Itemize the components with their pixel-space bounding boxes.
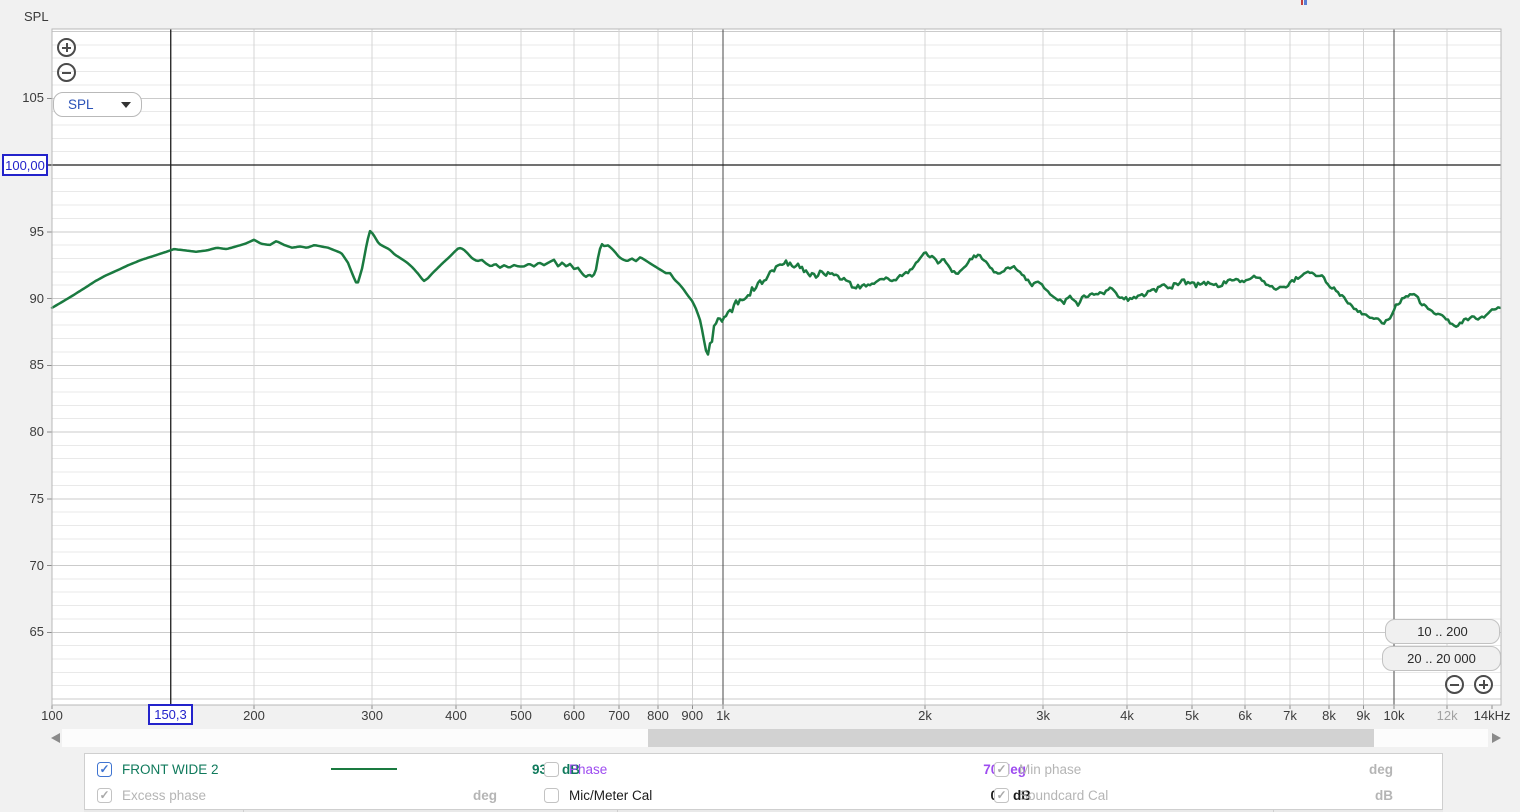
x-tick-label: 7k [1283, 708, 1297, 723]
x-tick-label: 800 [647, 708, 669, 723]
spl-trace-front-wide-2 [50, 229, 1502, 356]
min-phase-checkbox[interactable] [994, 761, 1009, 777]
x-tick-label: 400 [445, 708, 467, 723]
min-phase-label: Min phase [1019, 761, 1082, 777]
y-tick-label: 95 [29, 223, 44, 239]
series-name-label: FRONT WIDE 2 [122, 761, 219, 777]
x-tick-label: 8k [1322, 708, 1336, 723]
x-tick-label: 10k [1383, 708, 1405, 723]
excess-phase-checkbox[interactable] [97, 787, 112, 803]
horizontal-scrollbar[interactable] [62, 729, 1488, 747]
graph-type-dropdown[interactable]: SPL [53, 92, 142, 117]
plot-background [52, 29, 1501, 705]
x-tick-label: 9k [1356, 708, 1371, 723]
zoom-in-button[interactable] [57, 38, 76, 57]
phase-label: Phase [569, 761, 608, 777]
soundcard-cal-label: Soundcard Cal [1019, 787, 1109, 803]
excess-phase-label: Excess phase [122, 787, 207, 803]
x-tick-label: 4k [1120, 708, 1134, 723]
x-tick-label: 200 [243, 708, 265, 723]
zoom-out-button-bottom[interactable] [1445, 675, 1464, 694]
graph-type-value: SPL [68, 97, 94, 112]
y-tick-label: 85 [29, 357, 44, 373]
zoom-in-button-bottom[interactable] [1474, 675, 1493, 694]
minus-icon [1450, 683, 1459, 686]
x-tick-label: 6k [1238, 708, 1252, 723]
plot-border [51, 28, 1502, 706]
x-tick-label: 3k [1036, 708, 1051, 723]
excess-phase-unit: deg [472, 787, 497, 803]
soundcard-cal-checkbox[interactable] [994, 787, 1009, 803]
phase-checkbox[interactable] [544, 761, 559, 777]
range-20-20000-button[interactable]: 20 .. 20 000 [1382, 646, 1501, 671]
y-tick-label: 75 [29, 490, 44, 506]
y-axis-title: SPL [24, 9, 49, 24]
x-tick-label: 12k [1436, 708, 1458, 723]
cursor-frequency-readout[interactable]: 150,3 [148, 704, 193, 725]
mic-meter-cal-label: Mic/Meter Cal [569, 787, 653, 803]
front-wide-2-checkbox[interactable] [97, 761, 112, 777]
y-tick-label: 65 [29, 624, 44, 640]
grid-lines [47, 29, 1501, 709]
cursor-crosshair [46, 29, 1501, 705]
zoom-out-button[interactable] [57, 63, 76, 82]
x-tick-label: 5k [1185, 708, 1199, 723]
y-tick-label: 80 [29, 424, 44, 439]
x-tick-label: 2k [918, 708, 932, 723]
scroll-right-arrow[interactable] [1492, 733, 1501, 743]
x-tick-label: 100 [41, 708, 63, 723]
y-tick-label: 105 [22, 90, 44, 106]
chevron-down-icon [121, 101, 131, 108]
minus-icon [62, 71, 71, 74]
trace-color-swatch [331, 767, 397, 771]
y-tick-label: 90 [29, 290, 44, 306]
x-tick-label: 14kHz [1473, 708, 1511, 723]
x-tick-label: 900 [681, 708, 704, 723]
scroll-left-arrow[interactable] [51, 733, 60, 743]
plus-icon-vertical [65, 43, 68, 52]
y-tick-label: 70 [29, 557, 44, 573]
next-legend-row-clipped [84, 810, 1443, 812]
x-tick-label: 1k [716, 708, 730, 723]
x-tick-label: 700 [608, 708, 630, 723]
cursor-level-readout[interactable]: 100,00 [2, 154, 48, 176]
scrollbar-thumb[interactable] [648, 729, 1374, 747]
mic-meter-cal-checkbox[interactable] [544, 787, 559, 803]
x-tick-label: 300 [361, 708, 383, 723]
x-tick-label: 600 [563, 708, 585, 723]
plus-icon-vertical [1482, 680, 1485, 689]
range-10-200-button[interactable]: 10 .. 200 [1385, 619, 1500, 644]
clipped-icon-blue-part [1304, 0, 1307, 5]
measurement-legend: FRONT WIDE 2 93,8 dB Phase 70 deg Min ph… [84, 753, 1443, 810]
clipped-icon-red-part [1301, 0, 1303, 5]
min-phase-unit: deg [1368, 761, 1393, 777]
soundcard-cal-unit: dB [1375, 787, 1393, 803]
x-tick-label: 500 [510, 708, 532, 723]
clipped-toolbar-icon [1301, 0, 1307, 5]
